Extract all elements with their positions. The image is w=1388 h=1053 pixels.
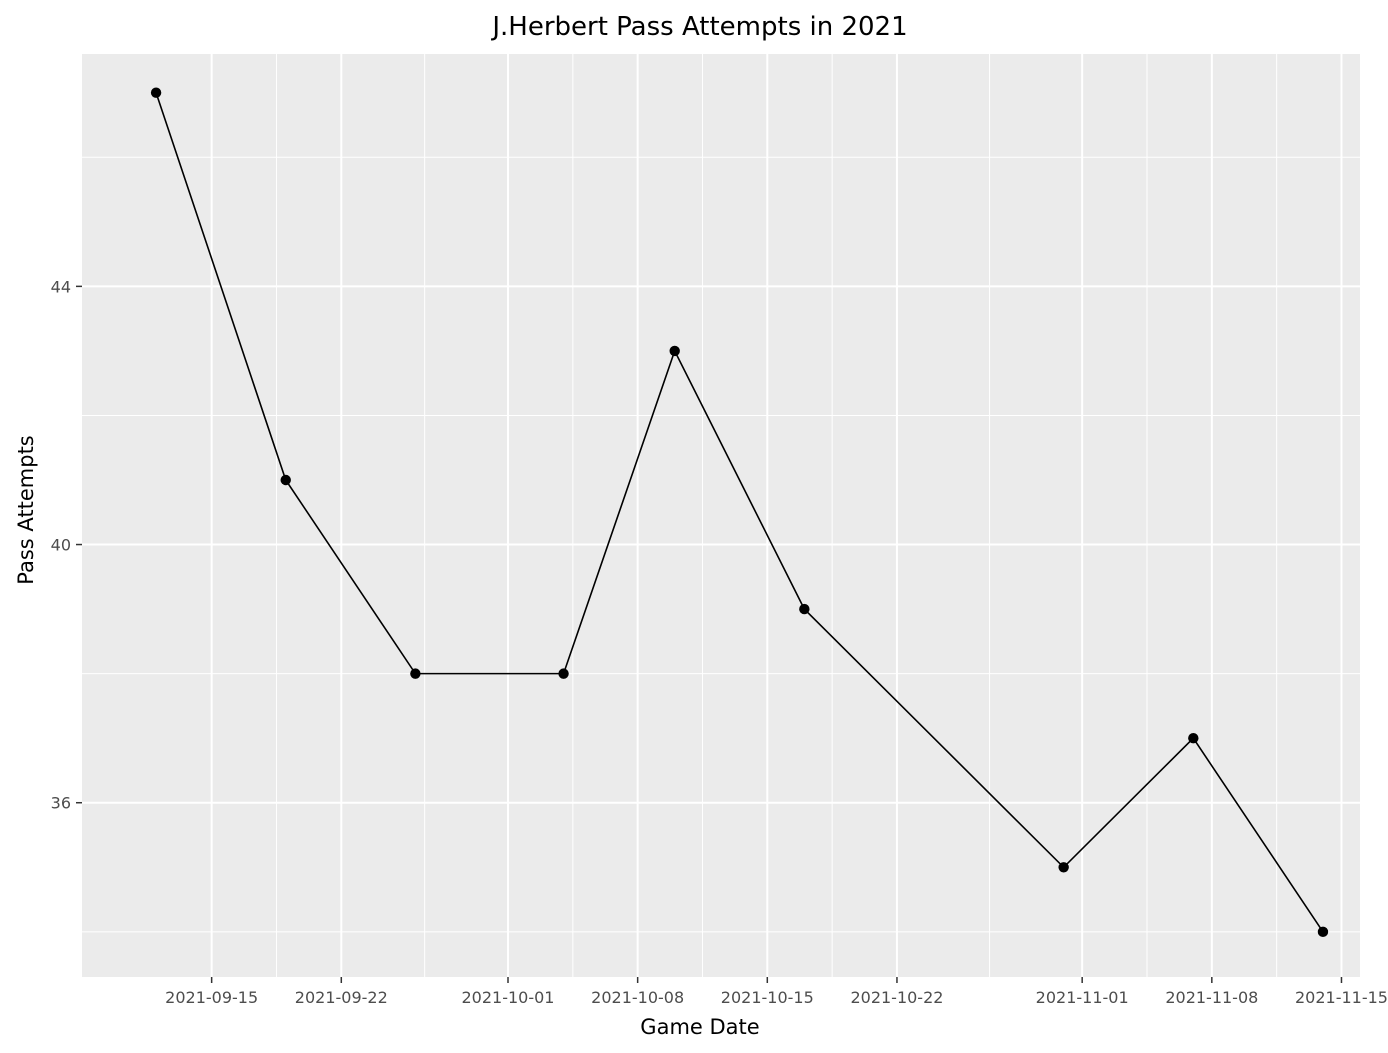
x-tick-label: 2021-10-15 (721, 988, 814, 1007)
data-point (280, 474, 291, 486)
x-tick-label: 2021-10-01 (462, 988, 555, 1007)
y-tick-label: 44 (51, 277, 71, 296)
data-point (799, 603, 810, 615)
x-tick-label: 2021-10-08 (591, 988, 684, 1007)
data-point (558, 668, 569, 679)
data-point (410, 668, 421, 679)
axes: 2021-09-15 2021-09-22 2021-10-01 2021-10-08… (51, 277, 1388, 1007)
plot-panel (82, 54, 1360, 977)
y-axis-title: Pass Attempts (14, 435, 38, 585)
data-point (150, 87, 162, 98)
data-point (1058, 862, 1069, 873)
x-tick-label: 2021-10-22 (850, 988, 943, 1007)
data-point (1188, 732, 1199, 744)
y-tick-label: 36 (51, 794, 71, 813)
grid-lines (82, 54, 1360, 977)
chart-title: J.Herbert Pass Attempts in 2021 (490, 12, 907, 42)
x-tick-label: 2021-09-15 (165, 988, 258, 1007)
data-point (669, 345, 680, 357)
x-tick-label: 2021-11-15 (1295, 988, 1388, 1007)
x-axis-title: Game Date (640, 1015, 759, 1039)
data-point (1317, 926, 1329, 938)
x-tick-label: 2021-11-08 (1165, 988, 1258, 1007)
data-series (150, 87, 1329, 938)
x-tick-label: 2021-09-22 (295, 988, 388, 1007)
x-tick-label: 2021-11-01 (1036, 988, 1129, 1007)
y-tick-label: 40 (51, 536, 71, 555)
